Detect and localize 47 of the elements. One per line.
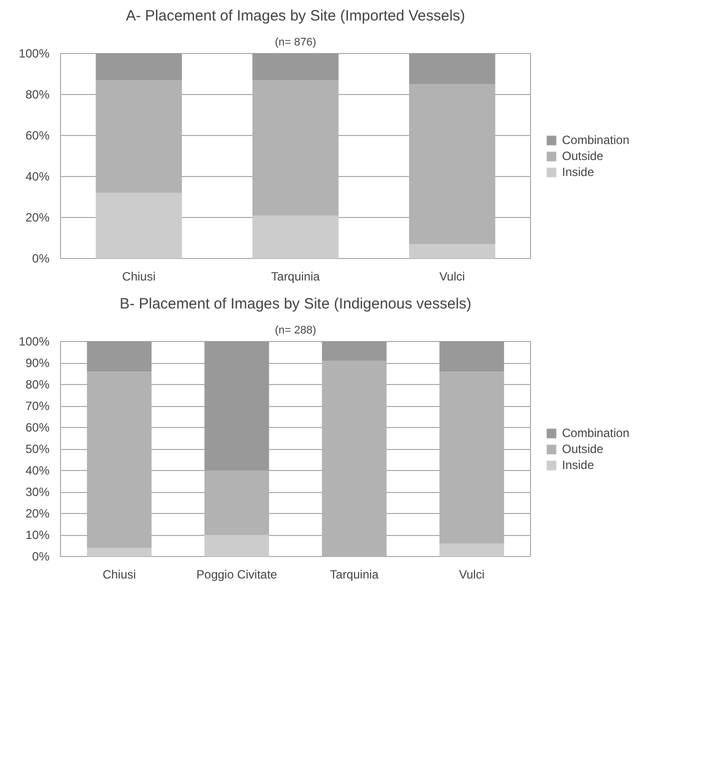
y-tick-label: 100% xyxy=(18,46,50,60)
y-tick-label: 30% xyxy=(25,485,50,499)
chart-title: B- Placement of Images by Site (Indigenous vessels) xyxy=(120,296,472,312)
x-tick-label: Chiusi xyxy=(102,568,136,582)
y-tick-label: 60% xyxy=(25,128,50,142)
bar xyxy=(86,342,152,372)
y-tick-label: 90% xyxy=(25,356,50,370)
y-tick-label: 50% xyxy=(25,442,50,456)
x-tick-label: Tarquinia xyxy=(271,270,320,284)
chart-title: A- Placement of Images by Site (Imported Vessels) xyxy=(126,8,466,24)
bar xyxy=(409,244,496,258)
legend-label: Inside xyxy=(562,458,594,472)
legend-label: Outside xyxy=(562,148,604,162)
legend-label: Combination xyxy=(562,132,630,146)
y-tick-label: 10% xyxy=(25,528,50,542)
y-tick-label: 20% xyxy=(25,210,50,224)
y-tick-label: 0% xyxy=(32,550,50,564)
bar xyxy=(86,548,152,556)
y-tick-label: 60% xyxy=(25,420,50,434)
x-tick-label: Chiusi xyxy=(122,270,156,284)
bar xyxy=(204,535,270,556)
y-tick-label: 40% xyxy=(25,170,50,184)
x-tick-label: Tarquinia xyxy=(330,568,379,582)
legend-label: Outside xyxy=(562,442,604,456)
y-tick-label: 20% xyxy=(25,506,50,520)
y-tick-label: 100% xyxy=(18,334,50,348)
bar xyxy=(439,544,504,556)
chart-subtitle: (n= 876) xyxy=(274,36,316,48)
chart-subtitle: (n= 288) xyxy=(274,324,316,336)
y-tick-label: 0% xyxy=(32,252,50,266)
x-tick-label: Vulci xyxy=(458,568,485,582)
bar xyxy=(96,192,182,258)
bar xyxy=(252,215,339,258)
legend-label: Combination xyxy=(562,426,630,440)
y-tick-label: 80% xyxy=(25,378,50,392)
x-tick-label: Vulci xyxy=(439,270,465,284)
bar xyxy=(204,342,270,470)
y-tick-label: 80% xyxy=(25,88,50,102)
bar xyxy=(322,342,387,361)
bar xyxy=(439,342,504,372)
bar xyxy=(96,54,182,80)
legend-label: Inside xyxy=(562,164,594,178)
y-tick-label: 40% xyxy=(25,464,50,478)
x-tick-label: Poggio Civitate xyxy=(196,568,278,582)
bar xyxy=(409,54,496,84)
y-tick-label: 70% xyxy=(25,399,50,413)
bar xyxy=(252,54,339,80)
